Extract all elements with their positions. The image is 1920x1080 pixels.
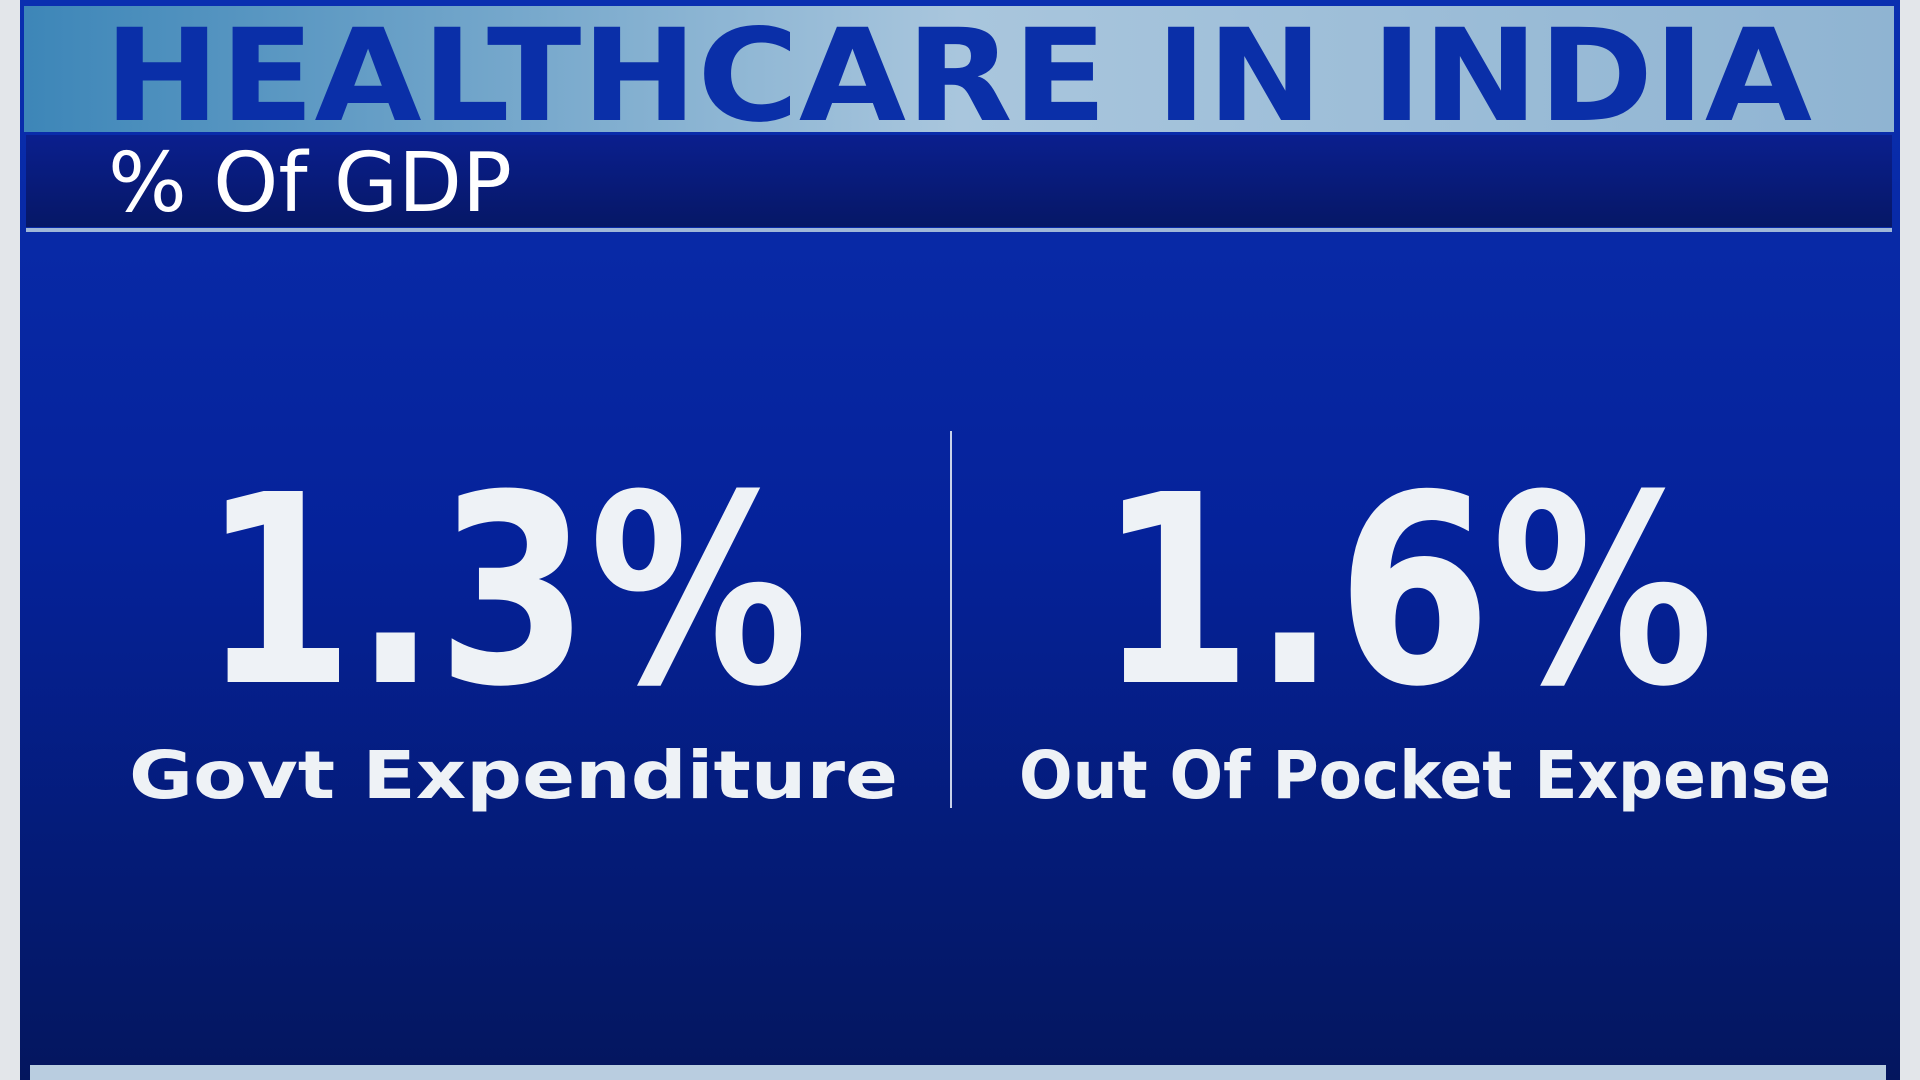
stat-label: Govt Expenditure bbox=[129, 737, 898, 814]
stat-value: 1.6% bbox=[1098, 439, 1714, 744]
stat-value: 1.3% bbox=[202, 439, 808, 744]
subtitle-band bbox=[26, 135, 1892, 227]
title: HEALTHCARE IN INDIA bbox=[104, 2, 1812, 151]
title-band bbox=[24, 6, 1894, 132]
bottom-strip bbox=[30, 1065, 1886, 1080]
subtitle: % Of GDP bbox=[108, 136, 512, 231]
stat-label: Out Of Pocket Expense bbox=[1019, 737, 1831, 814]
